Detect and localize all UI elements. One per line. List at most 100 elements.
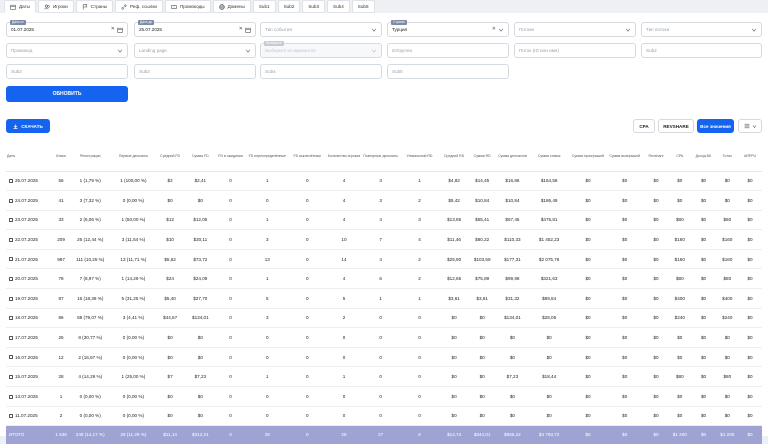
table-cell: $0 [155, 347, 186, 368]
id-group-placeholder: ID/группа [392, 48, 412, 53]
table-cell: $0 [716, 190, 739, 211]
col-header-20[interactable]: CPA [669, 141, 691, 172]
table-header-row: Дата Клики Регистрации Первые депозиты Средн… [6, 141, 762, 172]
col-header-10[interactable]: Количество игроков [325, 141, 363, 172]
calendar-icon[interactable] [245, 27, 251, 33]
country-select[interactable]: Страна Турция ✕ [387, 20, 509, 37]
tab-label: Sub2 [283, 4, 295, 9]
tab-5[interactable]: Промокоды [164, 0, 211, 13]
col-header-15[interactable]: Сумма депозитов [496, 141, 529, 172]
clear-icon[interactable]: ✕ [238, 26, 243, 32]
sub5-input[interactable]: Sub5 [387, 64, 509, 79]
table-cell: $0 [690, 190, 717, 211]
table-cell: 1 (14,29 %) [111, 268, 155, 290]
tab-11[interactable]: Sub5 [351, 0, 375, 13]
col-header-8[interactable]: FD переопределённые [245, 141, 289, 172]
table-cell: 0 [288, 249, 326, 270]
table-cell: $0 [496, 347, 529, 368]
calendar-icon [10, 4, 16, 10]
download-button[interactable]: СКАЧАТЬ [6, 119, 50, 133]
sub4-input[interactable]: Sub4 [260, 64, 382, 79]
table-cell: 3 [362, 171, 400, 192]
sub2-input[interactable]: Sub2 [641, 43, 762, 58]
col-header-12[interactable]: Уникальный RD [399, 141, 441, 172]
table-row: 25.07.2025 56 1 (1,79 %) 1 (100,00 %) $2 $2,4… [6, 171, 762, 192]
table-cell: $0 [643, 347, 669, 368]
table-cell: 0 (0,00 %) [111, 386, 155, 407]
chevron-down-icon [625, 28, 631, 32]
table-cell: 0 [399, 347, 441, 368]
clear-icon[interactable]: ✕ [110, 26, 115, 32]
col-header-23[interactable]: ARPPU [738, 141, 762, 172]
tab-6[interactable]: Домены [212, 0, 251, 13]
date-text: 24.07.2025 [15, 197, 38, 203]
table-cell: 2 [53, 406, 69, 427]
sub3-input[interactable]: Sub3 [6, 64, 128, 79]
chevron-down-icon [371, 49, 377, 53]
table-cell: 0 [399, 406, 441, 427]
table-cell: 0 [245, 190, 289, 211]
col-header-6[interactable]: Сумма FD [185, 141, 216, 172]
col-header-1[interactable]: Дата [6, 141, 54, 172]
col-header-14[interactable]: Сумма RD [468, 141, 497, 172]
table-cell: $134,01 [185, 308, 216, 329]
table-cell: $67,45 [496, 210, 529, 231]
col-header-18[interactable]: Сумма выигрышей [606, 141, 644, 172]
id-group-input[interactable]: ID/группа [387, 43, 509, 58]
landing-select[interactable]: Landing page [134, 43, 256, 58]
col-header-21[interactable]: Доход BK [690, 141, 717, 172]
table-cell: $13,85 [440, 210, 469, 231]
table-cell: $0 [528, 406, 570, 427]
table-cell: 1 [362, 288, 400, 309]
col-header-4[interactable]: Первые депозиты [111, 141, 155, 172]
table-cell: 0 (0,00 %) [68, 386, 112, 407]
col-header-19[interactable]: Revshare [643, 141, 669, 172]
tab-4[interactable]: Реф. ссылки [115, 0, 163, 13]
date-from-field[interactable]: Дата от 01.07.2025 ✕ [6, 20, 128, 37]
col-header-22[interactable]: Тотал [716, 141, 739, 172]
columns-button[interactable] [738, 119, 762, 133]
date-to-field[interactable]: Дата до 25.07.2025 ✕ [134, 20, 256, 37]
all-values-button[interactable]: Все значения [697, 119, 734, 133]
table-cell: 33 [53, 210, 69, 231]
clear-icon[interactable]: ✕ [491, 26, 496, 32]
date-cell: 19.07.2025 [6, 288, 54, 309]
revshare-button[interactable]: REVSHARE [658, 119, 694, 133]
sub3b-input[interactable]: Sub3 [134, 64, 256, 79]
tab-7[interactable]: Sub1 [252, 0, 276, 13]
col-header-17[interactable]: Сумма проигрышей [569, 141, 607, 172]
table-cell: 1 (100,00 %) [111, 171, 155, 192]
table-cell: $0 [690, 347, 717, 368]
table-cell: $0 [669, 386, 691, 407]
table-cell: 2 [325, 308, 363, 329]
col-header-7[interactable]: FD в ожидании [215, 141, 246, 172]
event-type-select[interactable]: Тип события [260, 22, 382, 37]
col-header-11[interactable]: Повторные депозиты [362, 141, 400, 172]
tab-3[interactable]: Страны [75, 0, 114, 13]
table-cell: 0 [215, 425, 246, 444]
cpa-button[interactable]: CPA [633, 119, 655, 133]
table-cell: $27,70 [185, 288, 216, 309]
tab-8[interactable]: Sub2 [277, 0, 301, 13]
update-button[interactable]: ОБНОВИТЬ [6, 86, 128, 102]
tab-1[interactable]: Даты [4, 0, 36, 13]
col-header-9[interactable]: FD исключённые [288, 141, 326, 172]
calendar-icon[interactable] [117, 27, 123, 33]
stream-type-select[interactable]: Тип потока [641, 22, 762, 37]
col-header-16[interactable]: Сумма ставок [528, 141, 570, 172]
table-cell: 26 [53, 327, 69, 348]
col-header-3[interactable]: Регистрации [68, 141, 112, 172]
col-header-13[interactable]: Средний RD [440, 141, 469, 172]
filters-panel: Дата от 01.07.2025 ✕ Дата до 25.07.2025 … [0, 13, 768, 111]
col-header-5[interactable]: Средний FD [155, 141, 186, 172]
table-cell: $2,41 [185, 171, 216, 192]
stream-select[interactable]: Потоки [514, 22, 636, 37]
tab-2[interactable]: Игроки [37, 0, 74, 13]
table-cell: 13 [245, 249, 289, 270]
tab-9[interactable]: Sub3 [302, 0, 326, 13]
col-header-2[interactable]: Клики [53, 141, 69, 172]
table-cell: $160 [669, 229, 691, 250]
stream-id-input[interactable]: Поток (ID или имя) [514, 43, 636, 58]
tab-10[interactable]: Sub4 [327, 0, 350, 13]
promo-select[interactable]: Промокод [6, 43, 128, 58]
